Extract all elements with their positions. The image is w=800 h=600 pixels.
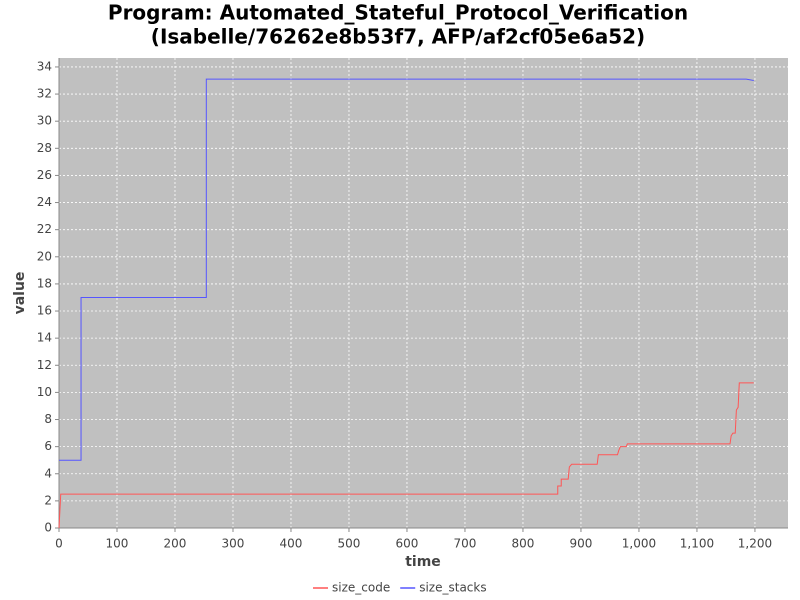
series-line <box>58 382 754 529</box>
y-tick-label: 22 <box>37 222 52 236</box>
x-tick-label: 1,200 <box>738 537 772 551</box>
x-axis-label: time <box>405 554 441 570</box>
y-tick-label: 24 <box>37 195 52 209</box>
series-line <box>59 78 754 461</box>
x-tick-label: 500 <box>338 537 361 551</box>
plot-area <box>59 58 788 528</box>
x-tick-label: 0 <box>55 537 63 551</box>
x-tick-label: 700 <box>454 537 477 551</box>
y-tick-label: 4 <box>44 466 52 480</box>
y-tick-label: 32 <box>37 87 52 101</box>
legend-label: size_stacks <box>419 581 486 595</box>
y-tick-label: 6 <box>44 439 52 453</box>
y-tick-label: 14 <box>37 331 52 345</box>
x-tick-label: 1,000 <box>622 537 656 551</box>
y-tick-label: 28 <box>37 141 52 155</box>
x-tick-label: 100 <box>106 537 129 551</box>
y-tick-label: 16 <box>37 304 52 318</box>
x-tick-label: 800 <box>512 537 535 551</box>
y-tick-label: 8 <box>44 412 52 426</box>
y-tick-label: 10 <box>37 385 52 399</box>
y-tick-label: 12 <box>37 358 52 372</box>
y-tick-label: 30 <box>37 114 52 128</box>
x-tick-label: 300 <box>222 537 245 551</box>
y-tick-label: 2 <box>44 493 52 507</box>
x-tick-label: 1,100 <box>680 537 714 551</box>
y-tick-label: 0 <box>44 521 52 535</box>
chart-title: (Isabelle/76262e8b53f7, AFP/af2cf05e6a52… <box>151 25 645 49</box>
x-tick-label: 400 <box>280 537 303 551</box>
y-tick-label: 20 <box>37 249 52 263</box>
y-tick-label: 18 <box>37 276 52 290</box>
legend-label: size_code <box>332 581 390 595</box>
y-axis-label: value <box>12 272 28 315</box>
y-tick-label: 34 <box>37 59 52 73</box>
chart-title: Program: Automated_Stateful_Protocol_Ver… <box>108 1 688 25</box>
x-tick-label: 200 <box>164 537 187 551</box>
y-tick-label: 26 <box>37 168 52 182</box>
x-tick-label: 900 <box>570 537 593 551</box>
x-tick-label: 600 <box>396 537 419 551</box>
